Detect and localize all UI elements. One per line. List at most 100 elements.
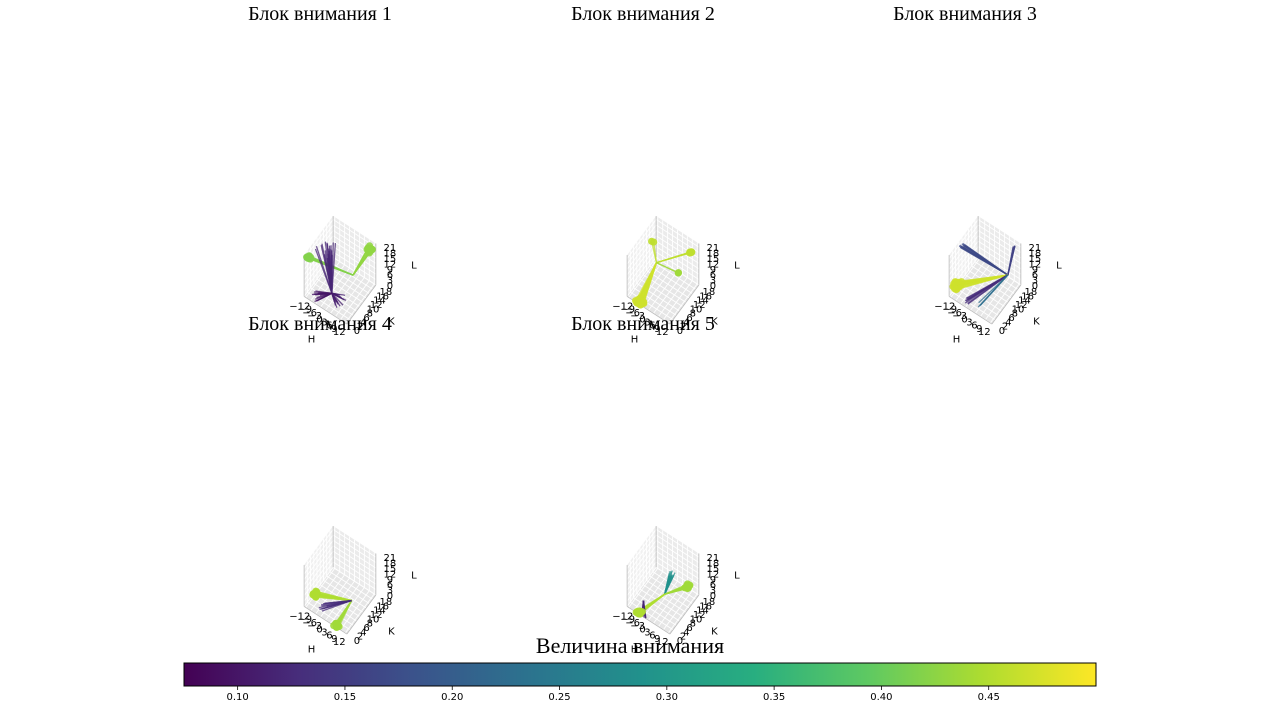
axis-edges — [948, 215, 1022, 325]
y-axis-label: K — [388, 317, 395, 328]
gridline — [303, 540, 334, 580]
colorbar-tick-label: 0.35 — [763, 692, 785, 703]
gridline — [655, 539, 700, 569]
axis-edge — [991, 284, 1022, 325]
colorbar-tick-label: 0.15 — [334, 692, 356, 703]
y-axis-label: K — [1033, 317, 1040, 328]
x-tick-label: 0 — [961, 314, 967, 325]
attention-point — [332, 622, 341, 631]
y-tick-label: 0 — [354, 326, 360, 337]
x-tick-label: 0 — [639, 624, 645, 635]
gridline — [626, 529, 657, 569]
gridline — [658, 587, 688, 627]
gridline — [667, 283, 698, 324]
colorbar-tick-label: 0.45 — [978, 692, 1000, 703]
y-tick-label: 18 — [380, 597, 393, 608]
y-axis-label: K — [711, 627, 718, 638]
gridline — [332, 539, 377, 569]
gridline — [648, 580, 678, 621]
gridline — [630, 601, 674, 631]
attention-point — [952, 278, 960, 286]
z-axis-label: L — [1056, 260, 1062, 271]
gridline — [662, 280, 693, 321]
y-tick-label: 2 — [357, 322, 363, 333]
gridline — [332, 235, 377, 264]
y-tick-label: 4 — [1005, 317, 1011, 328]
x-tick-label: −9 — [297, 305, 312, 316]
gridline — [626, 567, 657, 607]
x-tick-label: −12 — [934, 302, 955, 313]
gridline — [310, 597, 354, 626]
z-tick-label: 18 — [707, 249, 720, 260]
gridline — [626, 561, 657, 602]
z-tick-label: 21 — [384, 553, 397, 564]
x-tick-label: 6 — [326, 321, 332, 332]
gridline — [329, 571, 373, 600]
gridline — [662, 590, 693, 631]
attention-line — [326, 242, 333, 294]
attention-point — [957, 278, 966, 286]
x-tick-label: 12 — [656, 637, 669, 648]
panel-title: Блок внимания 1 — [248, 3, 392, 25]
y-tick-label: 0 — [677, 326, 683, 337]
z-axis-label: L — [734, 260, 740, 271]
gridline — [643, 267, 673, 308]
x-tick-label: −9 — [942, 305, 957, 316]
z-tick-label: 9 — [387, 575, 393, 586]
y-tick-label: 10 — [367, 304, 380, 315]
x-tick-label: 6 — [649, 321, 655, 332]
gridline — [655, 251, 700, 280]
y-tick-label: 4 — [683, 317, 689, 328]
y-tick-label: 4 — [683, 627, 689, 638]
z-tick-label: 21 — [707, 553, 720, 564]
z-tick-label: 9 — [387, 265, 393, 276]
attention-lines — [312, 590, 353, 628]
y-axis-label: K — [711, 317, 718, 328]
gridline — [655, 246, 700, 275]
z-tick-label: 0 — [710, 281, 716, 292]
gridline — [948, 240, 979, 281]
gridline — [633, 571, 664, 611]
x-tick-label: −6 — [302, 308, 317, 319]
x-tick-label: −12 — [289, 302, 310, 313]
gridline — [323, 580, 367, 609]
z-tick-label: 15 — [384, 564, 397, 575]
y-tick-label: 18 — [703, 597, 716, 608]
y-tick-label: 16 — [699, 291, 712, 302]
y-tick-label: 10 — [367, 614, 380, 625]
gridline — [626, 540, 657, 580]
gridline — [332, 534, 377, 563]
axis-edge — [669, 284, 700, 325]
z-tick-label: 18 — [1029, 249, 1042, 260]
z-tick-label: 3 — [710, 276, 716, 287]
colorbar: Величина внимания 0.10 0.15 0.20 0.25 0.30 0.… — [183, 633, 1097, 703]
gridline — [307, 291, 351, 321]
z-tick-label: 15 — [384, 254, 397, 265]
x-axis-label: H — [308, 644, 316, 655]
axis-edge — [669, 594, 700, 635]
attention-line — [656, 262, 679, 274]
attention-point — [674, 269, 683, 277]
y-tick-label: 14 — [373, 296, 386, 307]
attention-points — [309, 587, 343, 631]
x-tick-label: −9 — [620, 305, 635, 316]
gridline — [655, 529, 700, 558]
attention-points — [303, 242, 376, 263]
gridline — [633, 597, 677, 626]
attention-line — [967, 274, 1009, 301]
gridline — [303, 230, 334, 270]
attention-points — [632, 580, 694, 618]
y-tick-label: 2 — [680, 632, 686, 643]
x-tick-label: 12 — [656, 327, 669, 338]
gridline — [955, 287, 999, 316]
colorbar-tick-label: 0.25 — [548, 692, 570, 703]
gridline — [332, 240, 377, 270]
z-tick-label: 12 — [707, 569, 720, 580]
y-tick-label: 10 — [1012, 304, 1025, 315]
x-tick-label: −6 — [302, 618, 317, 629]
gridline — [344, 283, 375, 324]
